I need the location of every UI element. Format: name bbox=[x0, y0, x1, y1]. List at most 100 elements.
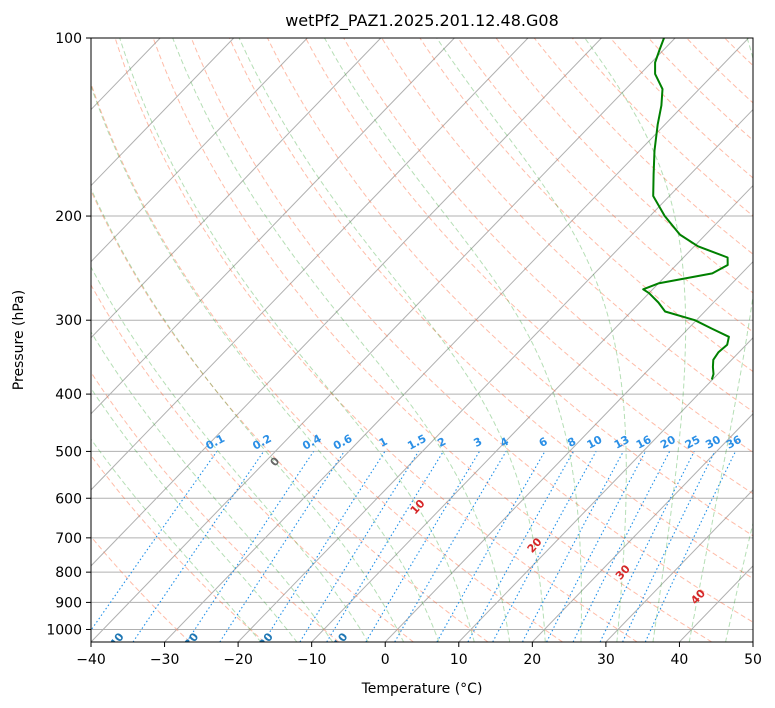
moist-adiabat bbox=[119, 38, 475, 642]
moist-adiabat bbox=[725, 521, 753, 642]
mixing-ratio-line bbox=[263, 451, 386, 642]
dry-adiabat bbox=[571, 38, 753, 217]
moist-adiabat bbox=[324, 38, 582, 642]
dry-adiabat bbox=[724, 38, 753, 67]
mixing-ratio-line bbox=[365, 451, 480, 642]
mixing-ratio-line bbox=[394, 451, 507, 642]
x-tick-label: −30 bbox=[150, 652, 180, 668]
mixing-ratio-label: 6 bbox=[537, 435, 550, 450]
y-tick-label: 100 bbox=[55, 31, 82, 47]
x-axis-label: Temperature (°C) bbox=[361, 681, 483, 697]
x-tick-label: 30 bbox=[597, 652, 615, 668]
mixing-ratio-label: 30 bbox=[703, 433, 723, 452]
moist-adiabat-label: 10 bbox=[408, 497, 428, 517]
isotherm-m50 bbox=[91, 38, 602, 567]
dry-adiabat bbox=[419, 38, 753, 373]
mixing-ratio-line bbox=[622, 451, 716, 642]
dry-adiabat bbox=[91, 535, 191, 642]
mixing-ratio-label: 0.1 bbox=[204, 432, 227, 453]
isotherm-30 bbox=[605, 489, 753, 642]
dry-adiabat bbox=[648, 38, 753, 141]
isotherm-m30 bbox=[164, 38, 749, 642]
mixing-ratio-line bbox=[299, 451, 420, 642]
dry-adiabat-label: -40 bbox=[104, 630, 127, 654]
mixing-ratio-line bbox=[492, 451, 597, 642]
isotherm-10 bbox=[458, 337, 753, 642]
moist-adiabat bbox=[688, 38, 753, 642]
moist-adiabat bbox=[436, 38, 627, 642]
dry-adiabat bbox=[190, 38, 753, 623]
moist-adiabat bbox=[91, 387, 298, 642]
dry-adiabat bbox=[91, 82, 563, 642]
dry-adiabat-label: -20 bbox=[253, 630, 276, 654]
y-tick-label: 800 bbox=[55, 565, 82, 581]
isotherm-m70 bbox=[91, 38, 455, 415]
dry-adiabat bbox=[91, 283, 414, 642]
dry-adiabat bbox=[381, 38, 753, 413]
x-tick-label: −40 bbox=[76, 652, 106, 668]
mixing-ratio-label: 1.5 bbox=[405, 432, 428, 453]
dry-adiabat bbox=[228, 38, 753, 580]
x-tick-label: −20 bbox=[223, 652, 253, 668]
mixing-ratio-label: 0.4 bbox=[300, 432, 324, 453]
moist-adiabat bbox=[172, 38, 511, 642]
isotherm-50 bbox=[752, 641, 753, 642]
moist-adiabat bbox=[91, 187, 405, 642]
x-tick-label: 40 bbox=[670, 652, 688, 668]
dry-adiabat bbox=[763, 38, 775, 642]
y-tick-label: 900 bbox=[55, 595, 82, 611]
dry-adiabat bbox=[533, 38, 753, 255]
moist-adiabat bbox=[584, 38, 687, 642]
dry-adiabat bbox=[305, 38, 753, 495]
mixing-ratio-label: 36 bbox=[724, 433, 744, 452]
dry-adiabat bbox=[610, 38, 753, 179]
mixing-ratio-line bbox=[644, 451, 736, 642]
chart-title: wetPf2_PAZ1.2025.201.12.48.G08 bbox=[285, 11, 559, 31]
dry-adiabat bbox=[343, 38, 753, 453]
x-tick-label: 0 bbox=[381, 652, 390, 668]
moist-adiabat-label: 0 bbox=[268, 454, 283, 469]
mixing-ratio-line bbox=[91, 451, 218, 632]
isotherm-20 bbox=[531, 413, 753, 642]
y-axis-label: Pressure (hPa) bbox=[11, 290, 27, 390]
axis-ticks: −40 −30 −20 −10 0 10 20 30 40 5010020030040050060… bbox=[46, 31, 762, 668]
moist-adiabat bbox=[91, 266, 369, 642]
mixing-ratio-label: 25 bbox=[683, 433, 703, 452]
mixing-ratio-line bbox=[186, 451, 315, 642]
isotherm-m20 bbox=[237, 108, 753, 642]
isotherm-m90 bbox=[91, 38, 308, 263]
pressure-grid bbox=[91, 38, 753, 642]
dry-adiabat bbox=[91, 189, 489, 642]
x-tick-label: 10 bbox=[450, 652, 468, 668]
mixing-ratio-line bbox=[546, 451, 646, 642]
isotherm-0 bbox=[384, 260, 753, 642]
mixing-ratio-label: 20 bbox=[658, 433, 678, 452]
dry-adiabat bbox=[114, 38, 638, 642]
dry-adiabat bbox=[152, 38, 713, 642]
dry-adiabat bbox=[267, 38, 753, 537]
y-tick-label: 400 bbox=[55, 387, 82, 403]
y-tick-label: 600 bbox=[55, 491, 82, 507]
mixing-ratio-line bbox=[436, 451, 546, 642]
mixing-ratio-line bbox=[326, 451, 444, 642]
y-tick-label: 200 bbox=[55, 209, 82, 225]
dry-adiabat bbox=[686, 38, 753, 104]
mixing-ratio-line bbox=[132, 451, 265, 642]
dry-adiabat bbox=[91, 371, 340, 642]
mixing-ratio-line bbox=[599, 451, 695, 642]
mixing-ratio-label: 1 bbox=[377, 435, 390, 450]
plot-frame bbox=[90, 37, 754, 643]
isotherm-m10 bbox=[311, 184, 753, 642]
dry-adiabat-label: -30 bbox=[179, 630, 202, 654]
isotherm-m80 bbox=[91, 38, 382, 339]
moist-adiabat bbox=[91, 331, 334, 642]
y-tick-label: 300 bbox=[55, 313, 82, 329]
mixing-ratio-label: 3 bbox=[471, 435, 484, 450]
mixing-ratio-label: 13 bbox=[612, 433, 632, 452]
moist-adiabat bbox=[762, 38, 775, 643]
y-tick-label: 700 bbox=[55, 531, 82, 547]
isotherm-m60 bbox=[91, 38, 529, 491]
isotherm-m40 bbox=[91, 38, 676, 642]
